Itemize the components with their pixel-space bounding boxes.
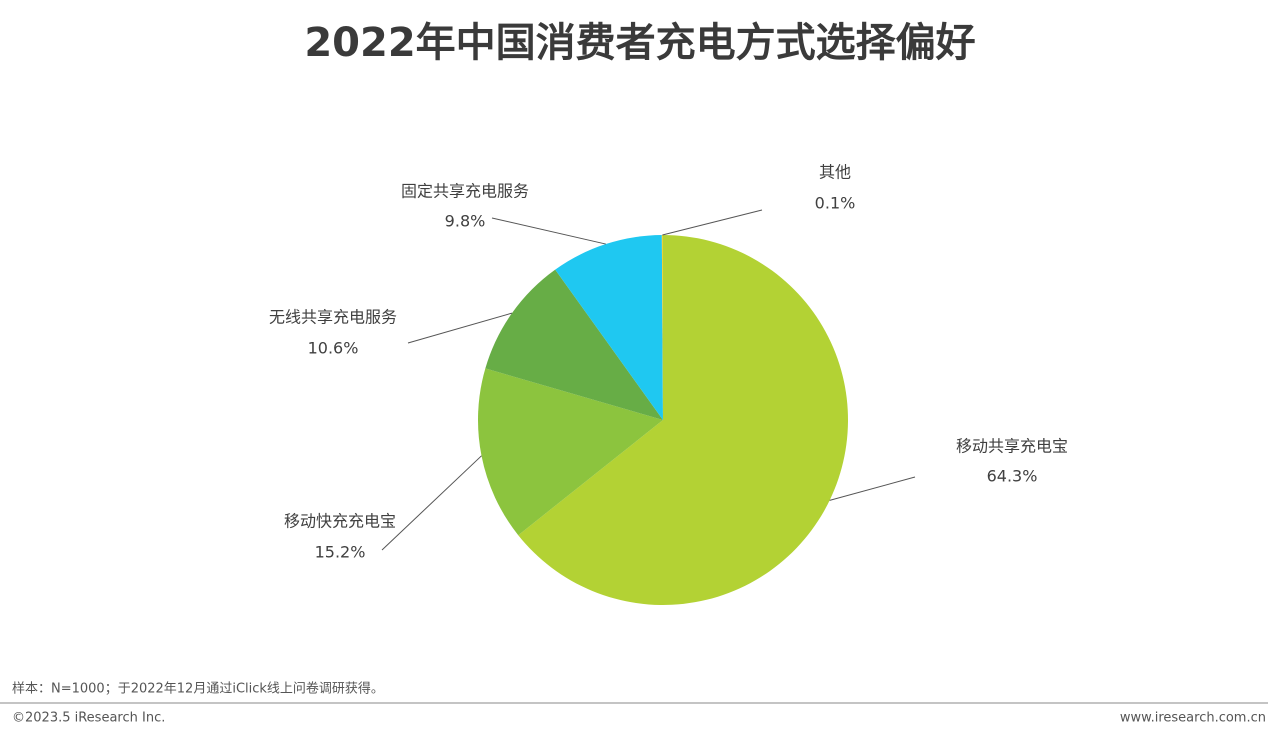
leader-line xyxy=(407,312,513,344)
pie-slice xyxy=(518,235,848,605)
pie-slice xyxy=(485,269,663,420)
website: www.iresearch.com.cn xyxy=(1120,711,1266,726)
pie-slice xyxy=(478,368,663,536)
slice-label: 其他 xyxy=(819,163,851,182)
slice-label: 移动共享充电宝 xyxy=(956,437,1068,456)
pie-slice xyxy=(555,235,663,420)
slice-label: 无线共享充电服务 xyxy=(269,308,397,327)
slice-value: 9.8% xyxy=(445,212,486,231)
copyright: ©2023.5 iResearch Inc. xyxy=(12,711,165,726)
leader-line xyxy=(491,217,606,245)
leader-line xyxy=(662,209,763,236)
pie-slice xyxy=(661,235,663,420)
slice-value: 15.2% xyxy=(315,543,366,562)
chart-title: 2022年中国消费者充电方式选择偏好 xyxy=(304,20,975,66)
slice-value: 64.3% xyxy=(987,467,1038,486)
leader-line xyxy=(829,476,916,501)
slice-label: 固定共享充电服务 xyxy=(401,182,529,201)
slice-label: 移动快充充电宝 xyxy=(284,512,396,531)
footnote: 样本：N=1000；于2022年12月通过iClick线上问卷调研获得。 xyxy=(12,681,384,697)
slice-value: 10.6% xyxy=(308,339,359,358)
leader-line xyxy=(381,455,482,551)
slice-value: 0.1% xyxy=(815,194,856,213)
